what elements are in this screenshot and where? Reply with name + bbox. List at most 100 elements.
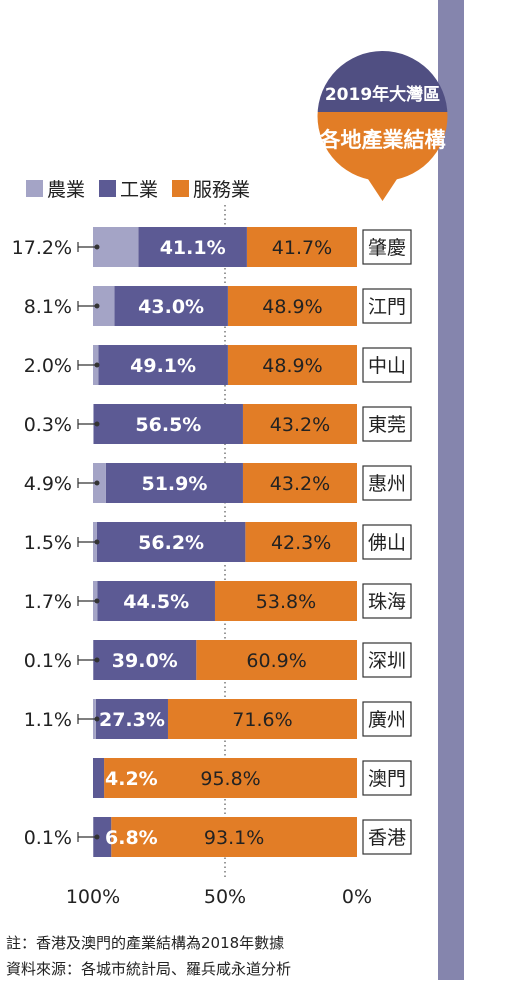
bar-services-8 (167, 699, 357, 739)
label-services-7: 60.9% (246, 650, 306, 672)
category-box-0 (362, 229, 412, 265)
leader-dot-4 (94, 480, 100, 486)
category-label-5: 佛山 (368, 532, 406, 554)
legend-swatch-agriculture (26, 179, 43, 197)
bar-industry-6 (97, 581, 215, 621)
bar-services-3 (242, 404, 357, 444)
category-label-4: 惠州 (368, 473, 406, 495)
category-label-0: 肇慶 (368, 237, 406, 259)
x-tick-label-0: 100% (66, 886, 120, 908)
category-label-7: 深圳 (368, 650, 406, 672)
legend-swatch-industry (99, 179, 117, 197)
legend-label-industry: 工業 (120, 178, 159, 201)
legend: 農業 工業 服務業 (26, 175, 264, 202)
legend-label-agriculture: 農業 (47, 178, 86, 201)
label-agriculture-7: 0.1% (24, 650, 72, 672)
label-services-8: 71.6% (232, 709, 292, 731)
bar-services-7 (196, 640, 357, 680)
label-industry-5: 56.2% (138, 532, 204, 554)
leader-dot-7 (94, 657, 100, 663)
bar-industry-10 (93, 817, 112, 857)
category-box-8 (362, 701, 412, 737)
stacked-bar-chart: 41.7% 41.1% 17.2% 肇慶 48.9% 43.0% 8.1% 江門 48.9% 49… (12, 205, 412, 908)
label-services-1: 48.9% (262, 296, 322, 318)
label-agriculture-3: 0.3% (24, 414, 72, 436)
leader-dot-10 (94, 834, 100, 840)
leader-dot-6 (94, 598, 100, 604)
category-box-3 (362, 406, 412, 442)
label-agriculture-1: 8.1% (24, 296, 72, 318)
bar-services-10 (111, 817, 357, 857)
label-industry-3: 56.5% (135, 414, 201, 436)
category-box-10 (362, 819, 412, 855)
legend-item-services: 服務業 (172, 175, 250, 202)
x-tick-label-2: 0% (342, 886, 372, 908)
label-agriculture-0: 17.2% (12, 237, 72, 259)
bar-services-0 (246, 227, 357, 267)
category-box-7 (362, 642, 412, 678)
label-agriculture-6: 1.7% (24, 591, 72, 613)
category-label-6: 珠海 (368, 591, 406, 613)
category-box-1 (362, 288, 412, 324)
bar-services-9 (104, 758, 357, 798)
label-industry-6: 44.5% (123, 591, 189, 613)
footnote-note: 註：香港及澳門的產業結構為2018年數據 (6, 934, 285, 952)
bar-services-6 (214, 581, 357, 621)
leader-dot-0 (94, 244, 100, 250)
bar-industry-2 (98, 345, 228, 385)
bar-industry-9 (93, 758, 105, 798)
label-agriculture-2: 2.0% (24, 355, 72, 377)
category-label-8: 廣州 (368, 709, 406, 731)
title-line-2: 各地產業結構 (319, 128, 446, 152)
title-line-1: 2019年大灣區 (324, 85, 441, 105)
bar-industry-5 (96, 522, 246, 562)
label-industry-7: 39.0% (112, 650, 178, 672)
footnote-source: 資料來源：各城市統計局、羅兵咸永道分析 (6, 960, 292, 978)
category-box-2 (362, 347, 412, 383)
label-services-3: 43.2% (270, 414, 330, 436)
category-label-10: 香港 (368, 827, 406, 849)
legend-label-services: 服務業 (193, 178, 251, 201)
label-industry-1: 43.0% (138, 296, 204, 318)
label-agriculture-4: 4.9% (24, 473, 72, 495)
category-label-1: 江門 (368, 296, 406, 318)
label-industry-10: 6.8% (105, 827, 158, 849)
label-services-4: 43.2% (270, 473, 330, 495)
title-badge (317, 51, 448, 201)
legend-swatch-services (172, 179, 190, 197)
label-agriculture-8: 1.1% (24, 709, 72, 731)
category-box-6 (362, 583, 412, 619)
label-services-10: 93.1% (204, 827, 264, 849)
leader-dot-1 (94, 303, 100, 309)
bar-services-1 (227, 286, 357, 326)
label-services-9: 95.8% (200, 768, 260, 790)
label-industry-4: 51.9% (141, 473, 207, 495)
leader-dot-3 (94, 421, 100, 427)
leader-dot-8 (94, 716, 100, 722)
bar-agriculture-1 (93, 286, 115, 326)
bar-industry-4 (105, 463, 243, 503)
label-agriculture-10: 0.1% (24, 827, 72, 849)
leader-dot-2 (94, 362, 100, 368)
leader-dot-5 (94, 539, 100, 545)
bar-industry-8 (95, 699, 168, 739)
legend-item-industry: 工業 (99, 175, 158, 202)
category-label-9: 澳門 (368, 768, 406, 790)
bar-services-5 (245, 522, 357, 562)
category-label-2: 中山 (368, 355, 406, 377)
bar-services-2 (227, 345, 357, 385)
label-agriculture-5: 1.5% (24, 532, 72, 554)
bar-services-4 (242, 463, 357, 503)
bar-agriculture-0 (93, 227, 139, 267)
label-industry-0: 41.1% (160, 237, 226, 259)
bar-industry-3 (93, 404, 243, 444)
label-services-6: 53.8% (256, 591, 316, 613)
label-industry-8: 27.3% (99, 709, 165, 731)
category-box-5 (362, 524, 412, 560)
category-box-4 (362, 465, 412, 501)
category-box-9 (362, 760, 412, 796)
label-services-0: 41.7% (272, 237, 332, 259)
side-decoration-bar (438, 0, 464, 980)
bar-industry-0 (138, 227, 247, 267)
label-services-5: 42.3% (271, 532, 331, 554)
